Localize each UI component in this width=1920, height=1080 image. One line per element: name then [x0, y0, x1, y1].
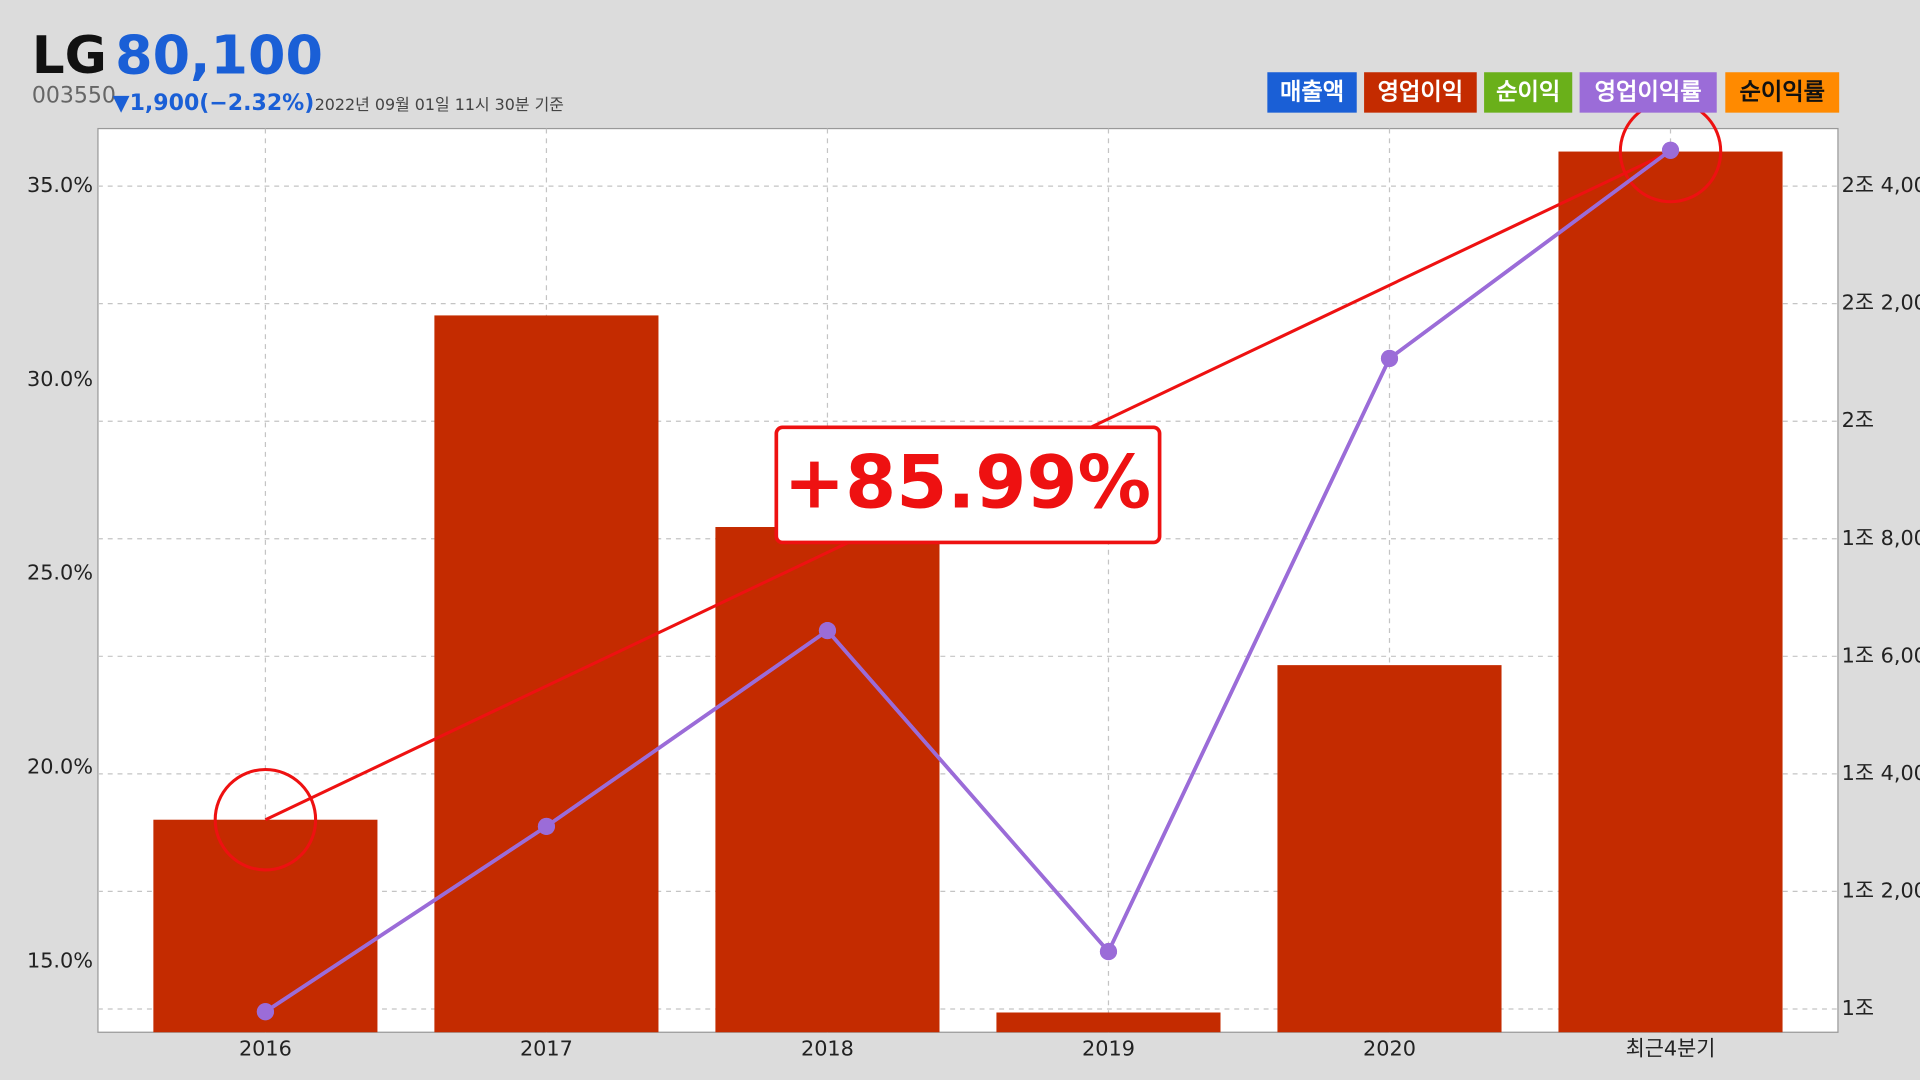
- y2-tick-label: 1조 4,000: [1842, 761, 1920, 785]
- stock-code: 003550: [32, 84, 116, 109]
- x-tick-label: 2017: [520, 1036, 573, 1060]
- line-point: [1661, 141, 1680, 159]
- line-point: [818, 622, 837, 640]
- price-change: ▼1,900(−2.32%): [113, 91, 315, 116]
- legend-swatch: [1484, 72, 1573, 113]
- line-point: [1380, 349, 1399, 368]
- legend-label: 순이익률: [1739, 79, 1825, 106]
- line-point: [537, 817, 555, 835]
- x-tick-label: 최근4분기: [1626, 1036, 1716, 1060]
- bar: [434, 315, 659, 1033]
- bar: [153, 819, 378, 1033]
- line: [264, 148, 1672, 1014]
- bar: [996, 1012, 1221, 1033]
- y2-tick-label: 1조 2,000: [1842, 878, 1920, 902]
- y2-tick-label: 2조 4,000: [1842, 173, 1920, 197]
- legend-label: 영업이익률: [1595, 79, 1702, 106]
- y-tick-label: 30.0%: [27, 367, 93, 391]
- y2-tick-label: 1조 6,000: [1842, 643, 1920, 667]
- company-name: LG: [32, 26, 107, 86]
- legend-label: 순이익: [1496, 79, 1560, 106]
- legend-swatch: [1725, 72, 1840, 113]
- bar: [1558, 151, 1783, 1033]
- legend-label: 매출액: [1280, 79, 1344, 106]
- bar: [715, 527, 940, 1033]
- y2-tick-label: 1조 8,000: [1842, 526, 1920, 550]
- annotation-text: +85.99%: [784, 440, 1151, 525]
- legend-swatch: [1267, 72, 1357, 113]
- x-tick-label: 2019: [1082, 1036, 1135, 1060]
- timestamp: 2022년 09월 01일 11시 30분 기준: [315, 95, 564, 114]
- x-tick-label: 2018: [801, 1036, 854, 1060]
- y2-tick-label: 2조: [1842, 408, 1874, 432]
- y-tick-label: 25.0%: [27, 561, 93, 585]
- price: 80,100: [115, 23, 323, 86]
- x-tick-label: 2020: [1363, 1036, 1416, 1060]
- annotation-box: [774, 425, 1162, 545]
- legend-swatch: [1364, 72, 1477, 113]
- line-point: [1099, 943, 1118, 961]
- y2-tick-label: 2조 2,000: [1842, 291, 1920, 315]
- legend-swatch: [1579, 72, 1717, 113]
- bar: [1277, 665, 1502, 1033]
- line-point: [256, 1003, 274, 1021]
- y-tick-label: 35.0%: [27, 173, 93, 197]
- annotation-circle: [213, 767, 318, 872]
- x-tick-label: 2016: [239, 1036, 292, 1060]
- y-tick-label: 15.0%: [27, 948, 93, 972]
- y-tick-label: 20.0%: [27, 754, 93, 778]
- plot-area: [97, 127, 1839, 1033]
- y2-tick-label: 1조: [1842, 996, 1874, 1020]
- legend-label: 영업이익: [1378, 79, 1464, 106]
